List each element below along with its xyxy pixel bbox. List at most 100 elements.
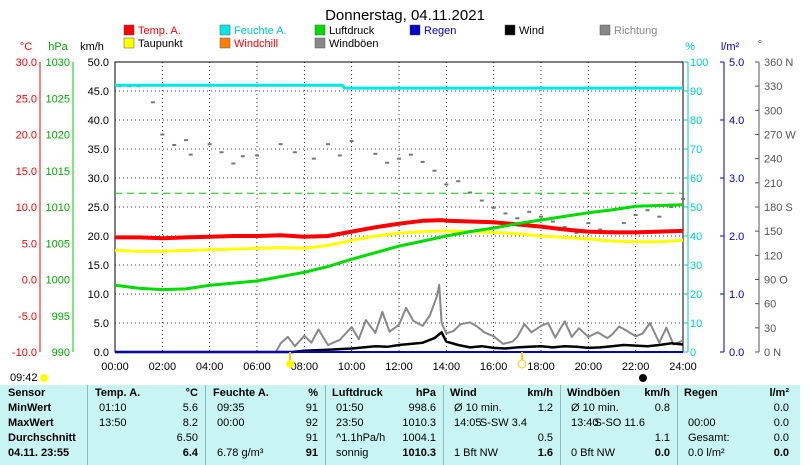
x-tick-label: 04:00	[196, 361, 224, 373]
rain-tick-label: 1.0	[729, 289, 744, 301]
legend-label: Taupunkt	[138, 38, 183, 50]
direction-point	[669, 206, 674, 208]
table-cell-pressure-value: 998.6	[408, 402, 436, 414]
table-row-label: MaxWert	[8, 417, 54, 429]
direction-point	[468, 191, 472, 194]
series-temp-a-line	[115, 218, 684, 241]
table-cell-pressure-value: 1010.3	[402, 447, 436, 459]
direction-point	[219, 151, 224, 154]
humidity-tick-label: 40	[690, 231, 702, 243]
table-separator	[443, 385, 444, 465]
sunset-icon	[517, 359, 527, 369]
direction-tick-label: 180 S	[764, 202, 793, 214]
legend-swatch	[314, 37, 326, 49]
direction-point	[598, 228, 603, 231]
table-row-label: MinWert	[8, 402, 52, 414]
table-cell-rain-value: 0.0	[773, 447, 789, 459]
direction-point	[292, 151, 297, 154]
legend-label: Richtung	[614, 25, 657, 37]
rain-unit-label: l/m²	[721, 41, 740, 53]
direction-point	[397, 157, 401, 160]
wind-tick-label: 0.0	[94, 347, 109, 359]
time-left-label: 09:42	[10, 372, 38, 384]
legend-swatch	[409, 24, 421, 36]
table-unit-pressure: hPa	[415, 387, 436, 399]
direction-point	[645, 209, 650, 212]
table-cell-wind-time: Ø 10 min.	[454, 402, 502, 414]
table-header-sensor: Sensor	[8, 387, 46, 399]
table-unit-temp: °C	[185, 387, 198, 399]
table-cell-humidity-value: 91	[305, 402, 318, 414]
table-cell-humidity-time: 6.78 g/m³	[217, 447, 264, 459]
direction-point	[527, 210, 532, 213]
table-cell-humidity-value: 91	[305, 432, 318, 444]
x-tick-label: 10:00	[338, 361, 366, 373]
x-tick-label: 18:00	[527, 361, 555, 373]
legend-swatch	[219, 24, 231, 36]
legend-swatch	[314, 24, 326, 36]
direction-point	[326, 143, 330, 146]
table-cell-gusts-time: Ø 10 min.	[571, 402, 619, 414]
table-row-label: Durchschnitt	[8, 432, 76, 444]
direction-point	[586, 222, 591, 225]
pressure-tick-label: 995	[52, 311, 70, 323]
temp-tick-label: 0.0	[22, 275, 37, 287]
direction-point	[562, 226, 567, 229]
humidity-tick-label: 0	[690, 347, 696, 359]
direction-point	[278, 143, 283, 146]
table-header-humidity: Feuchte A.	[213, 387, 269, 399]
moon-icon	[639, 374, 647, 382]
plot-area	[114, 83, 685, 354]
direction-point	[420, 160, 425, 163]
table-cell-humidity-value: 91	[305, 447, 318, 459]
series-feuchte-a-line	[115, 83, 683, 90]
wind-tick-label: 20.0	[88, 231, 109, 243]
pressure-tick-label: 990	[52, 347, 70, 359]
table-unit-humidity: %	[308, 387, 318, 399]
temp-tick-label: 10.0	[16, 202, 37, 214]
series-luftdruck-line	[114, 203, 684, 292]
direction-point	[515, 217, 520, 220]
direction-point	[456, 180, 461, 183]
table-cell-wind-time: 14:05	[454, 417, 482, 429]
table-header-wind: Wind	[450, 387, 477, 399]
series-taupunkt-line	[114, 229, 684, 253]
direction-point	[385, 161, 390, 164]
pressure-tick-label: 1000	[46, 275, 70, 287]
wind-unit-label: km/h	[80, 41, 104, 53]
x-tick-label: 22:00	[622, 361, 650, 373]
pressure-tick-label: 1020	[46, 130, 70, 142]
wind-tick-label: 35.0	[88, 144, 109, 156]
chart-title: Donnerstag, 04.11.2021	[325, 7, 485, 24]
humidity-tick-label: 90	[690, 86, 702, 98]
x-tick-label: 00:00	[101, 361, 129, 373]
direction-point	[337, 154, 342, 157]
humidity-tick-label: 80	[690, 115, 702, 127]
direction-point	[503, 212, 508, 215]
direction-point	[160, 133, 165, 136]
table-cell-pressure-time: sonnig	[336, 447, 369, 459]
direction-point	[657, 215, 662, 218]
direction-point	[633, 214, 638, 217]
sunrise-marker-icon	[40, 374, 48, 382]
table-cell-rain-label: 00:00	[688, 417, 716, 429]
rain-tick-label: 4.0	[729, 115, 744, 127]
direction-tick-label: 120	[764, 250, 782, 262]
table-cell-temp-value: 6.50	[176, 432, 198, 444]
temp-tick-label: 25.0	[16, 93, 37, 105]
table-cell-wind-value: 1.2	[537, 402, 553, 414]
table-cell-wind-value: 0.5	[537, 432, 553, 444]
table-cell-humidity-time: 09:35	[217, 402, 245, 414]
table-cell-pressure-time: 01:50	[336, 402, 364, 414]
table-separator	[205, 385, 206, 465]
direction-point	[550, 220, 555, 223]
wind-tick-label: 25.0	[88, 202, 109, 214]
table-cell-gusts-value: 1.1	[654, 432, 670, 444]
direction-point	[408, 153, 413, 156]
temp-tick-label: 15.0	[16, 166, 37, 178]
pressure-tick-label: 1025	[46, 93, 70, 105]
x-tick-label: 16:00	[480, 361, 508, 373]
direction-point	[150, 101, 155, 104]
table-unit-wind: km/h	[527, 387, 553, 399]
direction-point	[311, 157, 316, 160]
